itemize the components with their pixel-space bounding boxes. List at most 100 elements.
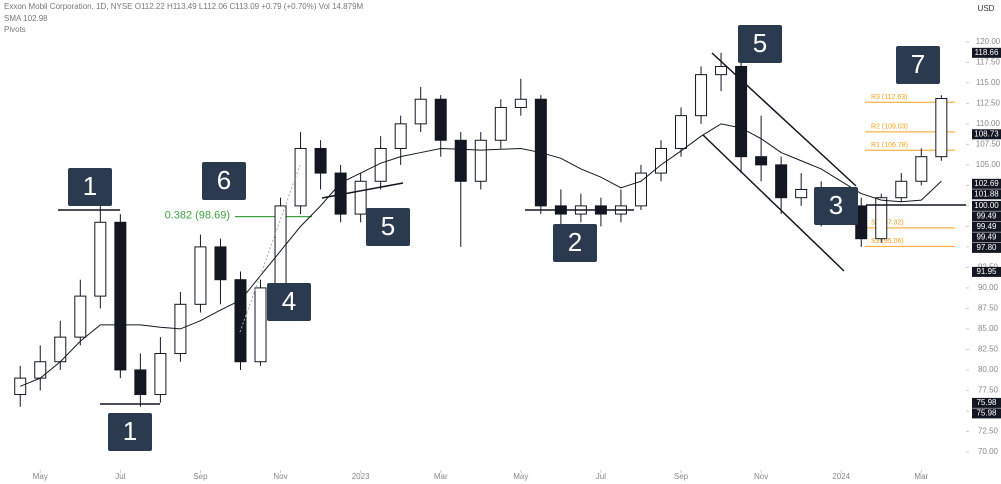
price-tag-label: 75.98 — [976, 398, 997, 407]
annotation-label: 7 — [911, 49, 925, 79]
x-tick-label: 2024 — [832, 472, 850, 481]
annotation-box: 5 — [366, 208, 410, 246]
price-tag — [972, 266, 1001, 277]
price-tag — [972, 211, 1001, 222]
annotation-box: 2 — [553, 224, 597, 262]
candle-body — [875, 197, 888, 240]
price-tag — [972, 242, 1001, 253]
candle-body — [134, 369, 147, 396]
y-tick-label: 90.00 — [978, 283, 999, 292]
trend-line — [321, 182, 404, 199]
candle-body — [114, 221, 127, 371]
candle-body — [294, 147, 307, 207]
annotation-box: 6 — [202, 162, 246, 200]
x-tick-label: 2023 — [352, 472, 370, 481]
annotation-bg — [738, 25, 782, 63]
annotation-label: 6 — [217, 165, 231, 195]
annotation-box: 1 — [68, 168, 112, 206]
x-tick-label: Nov — [273, 472, 287, 481]
annotation-label: 3 — [829, 190, 843, 220]
candle-body — [434, 98, 447, 141]
y-tick-label: 77.50 — [978, 386, 999, 395]
annotation-box: 7 — [896, 46, 940, 84]
annotation-label: 5 — [381, 211, 395, 241]
price-tag-label: 97.80 — [976, 243, 997, 252]
annotation-label: 4 — [282, 286, 296, 316]
candle-body — [394, 123, 407, 149]
pivot-label: S3 (95.06) — [871, 238, 904, 245]
y-tick-label: 112.50 — [976, 98, 1000, 107]
price-tag-label: 102.69 — [974, 179, 999, 188]
x-tick-label: May — [33, 472, 48, 481]
annotation-label: 2 — [568, 227, 582, 257]
y-tick-label: 85.00 — [978, 324, 999, 333]
price-tag-label: 108.73 — [974, 129, 999, 138]
candle-body — [895, 180, 908, 199]
candle-body — [755, 156, 768, 166]
channel-line — [711, 52, 857, 187]
legend-line: SMA 102.98 — [4, 14, 48, 23]
y-tick-label: 70.00 — [978, 447, 999, 456]
annotation-box: 5 — [738, 25, 782, 63]
pivot-label: R2 (109.03) — [871, 124, 908, 131]
annotation-label: 1 — [83, 171, 97, 201]
price-tag-label: 118.66 — [975, 48, 999, 57]
annotation-bg — [553, 224, 597, 262]
x-tick-label: Jul — [115, 472, 125, 481]
x-tick-label: Mar — [434, 472, 448, 481]
annotation-bg — [267, 283, 311, 321]
price-tag-label: 99.49 — [976, 211, 997, 220]
annotation-box: 1 — [108, 413, 152, 451]
y-tick-label: 87.50 — [978, 304, 999, 313]
y-tick-label: 117.50 — [976, 57, 1000, 66]
price-tag-label: 91.95 — [976, 267, 997, 276]
y-tick-label: 120.00 — [976, 37, 1001, 46]
y-tick-label: 110.00 — [976, 119, 1000, 128]
candle-body — [474, 139, 487, 182]
candle-body — [154, 353, 167, 396]
candle-body — [775, 164, 788, 199]
price-tag — [972, 232, 1001, 243]
candle-body — [494, 106, 507, 141]
candle-body — [354, 180, 367, 215]
fib-label: 0.382 (98.69) — [165, 210, 230, 222]
annotation-bg — [202, 162, 246, 200]
price-tag — [972, 189, 1001, 200]
candle-body — [94, 221, 107, 297]
y-tick-label: 80.00 — [978, 365, 999, 374]
price-tag — [972, 47, 1001, 58]
sma-line — [20, 123, 942, 387]
candle-body — [795, 188, 808, 199]
candle-body — [34, 361, 47, 379]
x-tick-label: Sep — [674, 472, 689, 481]
y-tick-label: 72.50 — [978, 427, 999, 436]
candle-body — [675, 115, 688, 149]
candle-body — [454, 139, 467, 182]
candle-body — [915, 156, 928, 182]
candle-body — [214, 246, 227, 281]
candle-body — [634, 172, 647, 207]
x-tick-label: May — [513, 472, 528, 481]
price-tag — [972, 397, 1001, 408]
price-tag — [972, 129, 1001, 140]
candle-body — [735, 65, 748, 158]
y-tick-label: 105.00 — [976, 160, 1001, 169]
price-tag-label: 99.49 — [976, 232, 997, 241]
price-tag — [972, 408, 1001, 419]
candle-body — [414, 98, 427, 125]
x-tick-label: Jul — [596, 472, 606, 481]
annotation-box: 3 — [814, 187, 858, 225]
annotation-bg — [814, 187, 858, 225]
candle-body — [374, 147, 387, 182]
pivot-label: R3 (112.63) — [871, 94, 907, 101]
annotation-bg — [896, 46, 940, 84]
y-tick-label: 82.50 — [978, 345, 999, 354]
price-tag-label: 99.49 — [976, 222, 997, 231]
candle-body — [935, 98, 948, 158]
annotation-box: 4 — [267, 283, 311, 321]
y-tick-label: 115.00 — [976, 78, 1000, 87]
annotation-bg — [108, 413, 152, 451]
y-tick-label: 107.50 — [976, 139, 1001, 148]
drawings — [58, 52, 966, 405]
